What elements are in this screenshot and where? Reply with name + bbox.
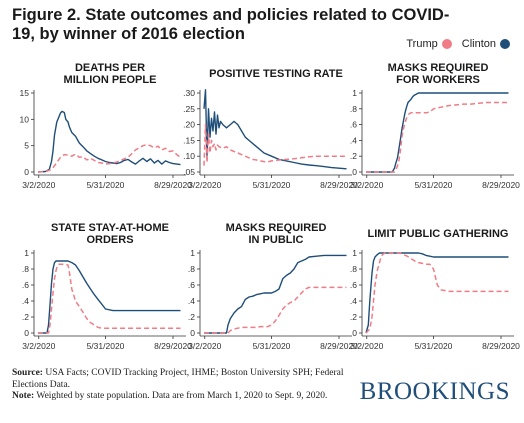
x-tick-label: 8/29/2020 [154, 180, 192, 190]
x-tick-label: 8/29/2020 [320, 180, 358, 190]
source-text: USA Facts; COVID Tracking Project, IHME;… [12, 368, 344, 390]
figure-title: Figure 2. State outcomes and policies re… [12, 6, 450, 43]
y-tick-label: .8 [350, 104, 357, 114]
x-tick-label: 3/2/2020 [350, 180, 383, 190]
panel-title: LIMIT PUBLIC GATHERING [368, 228, 509, 240]
x-tick-label: 5/31/2020 [415, 180, 453, 190]
y-tick-label: .2 [350, 151, 357, 161]
series-line-trump [366, 101, 509, 173]
panel-title: STATE STAY-AT-HOME [51, 222, 169, 234]
note-line: Note: Weighted by state population. Data… [12, 391, 352, 403]
x-tick-label: 3/2/2020 [188, 341, 221, 351]
y-tick-label: .8 [188, 264, 195, 274]
legend-swatch-trump [441, 39, 452, 49]
y-tick-label: .6 [350, 280, 357, 290]
y-tick-label: 0 [352, 167, 357, 177]
x-tick-label: 5/31/2020 [87, 180, 125, 190]
x-tick-label: 5/31/2020 [415, 341, 453, 351]
y-tick-label: .15 [183, 135, 195, 145]
y-tick-label: .2 [188, 312, 195, 322]
y-tick-label: .4 [188, 296, 195, 306]
series-line-trump [203, 123, 347, 166]
y-tick-label: 5 [24, 141, 29, 151]
x-tick-label: 3/2/2020 [350, 341, 383, 351]
y-tick-label: 0 [352, 328, 357, 338]
note-text: Weighted by state population. Data are f… [36, 391, 328, 401]
legend-swatch-clinton [500, 39, 510, 49]
y-tick-label: 0 [24, 328, 29, 338]
legend-label-trump: Trump [406, 38, 438, 50]
series-line-clinton [37, 110, 181, 173]
x-tick-label: 5/31/2020 [253, 180, 291, 190]
series-line-clinton [365, 252, 509, 334]
source-line: Source: USA Facts; COVID Tracking Projec… [12, 368, 352, 391]
y-tick-label: .20 [183, 120, 195, 130]
y-tick-label: .10 [183, 151, 195, 161]
x-tick-label: 8/29/2020 [154, 341, 192, 351]
y-tick-label: .4 [350, 296, 357, 306]
y-tick-label: 15 [20, 88, 30, 98]
series-line-clinton [38, 260, 181, 334]
y-tick-label: .30 [183, 88, 195, 98]
x-tick-label: 5/31/2020 [87, 341, 125, 351]
y-tick-label: .8 [22, 264, 29, 274]
panel-2: POSITIVE TESTING RATE.05.10.15.20.25.303… [183, 68, 358, 190]
legend-item-trump: Trump [406, 38, 452, 50]
y-tick-label: .6 [350, 120, 357, 130]
y-tick-label: 0 [24, 167, 29, 177]
panel-6: LIMIT PUBLIC GATHERING 0 .2 .4 .6 .8 1 3/2/2020… [350, 228, 520, 351]
panel-title: POSITIVE TESTING RATE [209, 68, 343, 80]
series-line-clinton [204, 254, 347, 334]
y-tick-label: 1 [24, 248, 29, 258]
source-label: Source: [12, 368, 43, 378]
y-tick-label: .6 [188, 280, 195, 290]
panel-title: FOR WORKERS [396, 74, 480, 86]
x-tick-label: 8/29/2020 [482, 180, 520, 190]
y-tick-label: 1 [352, 248, 357, 258]
x-tick-label: 3/2/2020 [22, 180, 55, 190]
x-tick-label: 8/29/2020 [482, 341, 520, 351]
x-tick-label: 3/2/2020 [22, 341, 55, 351]
y-tick-label: 0 [190, 328, 195, 338]
series-line-clinton [203, 89, 347, 170]
y-tick-label: 1 [352, 88, 357, 98]
panel-title: MILLION PEOPLE [64, 74, 157, 86]
y-tick-label: .8 [350, 264, 357, 274]
footer-notes: Source: USA Facts; COVID Tracking Projec… [12, 368, 352, 403]
series-line-trump [204, 286, 347, 334]
y-tick-label: .4 [22, 296, 29, 306]
series-line-trump [37, 143, 181, 173]
series-line-trump [38, 263, 181, 334]
panel-title: IN PUBLIC [249, 234, 304, 246]
y-tick-label: .25 [183, 104, 195, 114]
brookings-logo: BROOKINGS [359, 378, 510, 405]
legend-item-clinton: Clinton [462, 38, 510, 50]
y-tick-label: 10 [20, 114, 30, 124]
y-tick-label: .4 [350, 135, 357, 145]
series-line-clinton [366, 92, 509, 173]
x-tick-label: 5/31/2020 [253, 341, 291, 351]
panel-title: DEATHS PER [75, 62, 145, 74]
y-tick-label: .6 [22, 280, 29, 290]
y-tick-label: .2 [350, 312, 357, 322]
note-label: Note: [12, 391, 35, 401]
panel-title: MASKS REQUIRED [388, 62, 489, 74]
series-line-trump [365, 252, 509, 334]
panel-title: MASKS REQUIRED [226, 222, 327, 234]
x-tick-label: 3/2/2020 [188, 180, 221, 190]
legend: Trump Clinton [400, 38, 510, 50]
x-tick-label: 8/29/2020 [320, 341, 358, 351]
y-tick-label: .2 [22, 312, 29, 322]
y-tick-label: 1 [190, 248, 195, 258]
panel-title: ORDERS [86, 234, 133, 246]
legend-label-clinton: Clinton [461, 38, 496, 50]
y-tick-label: .05 [183, 167, 195, 177]
